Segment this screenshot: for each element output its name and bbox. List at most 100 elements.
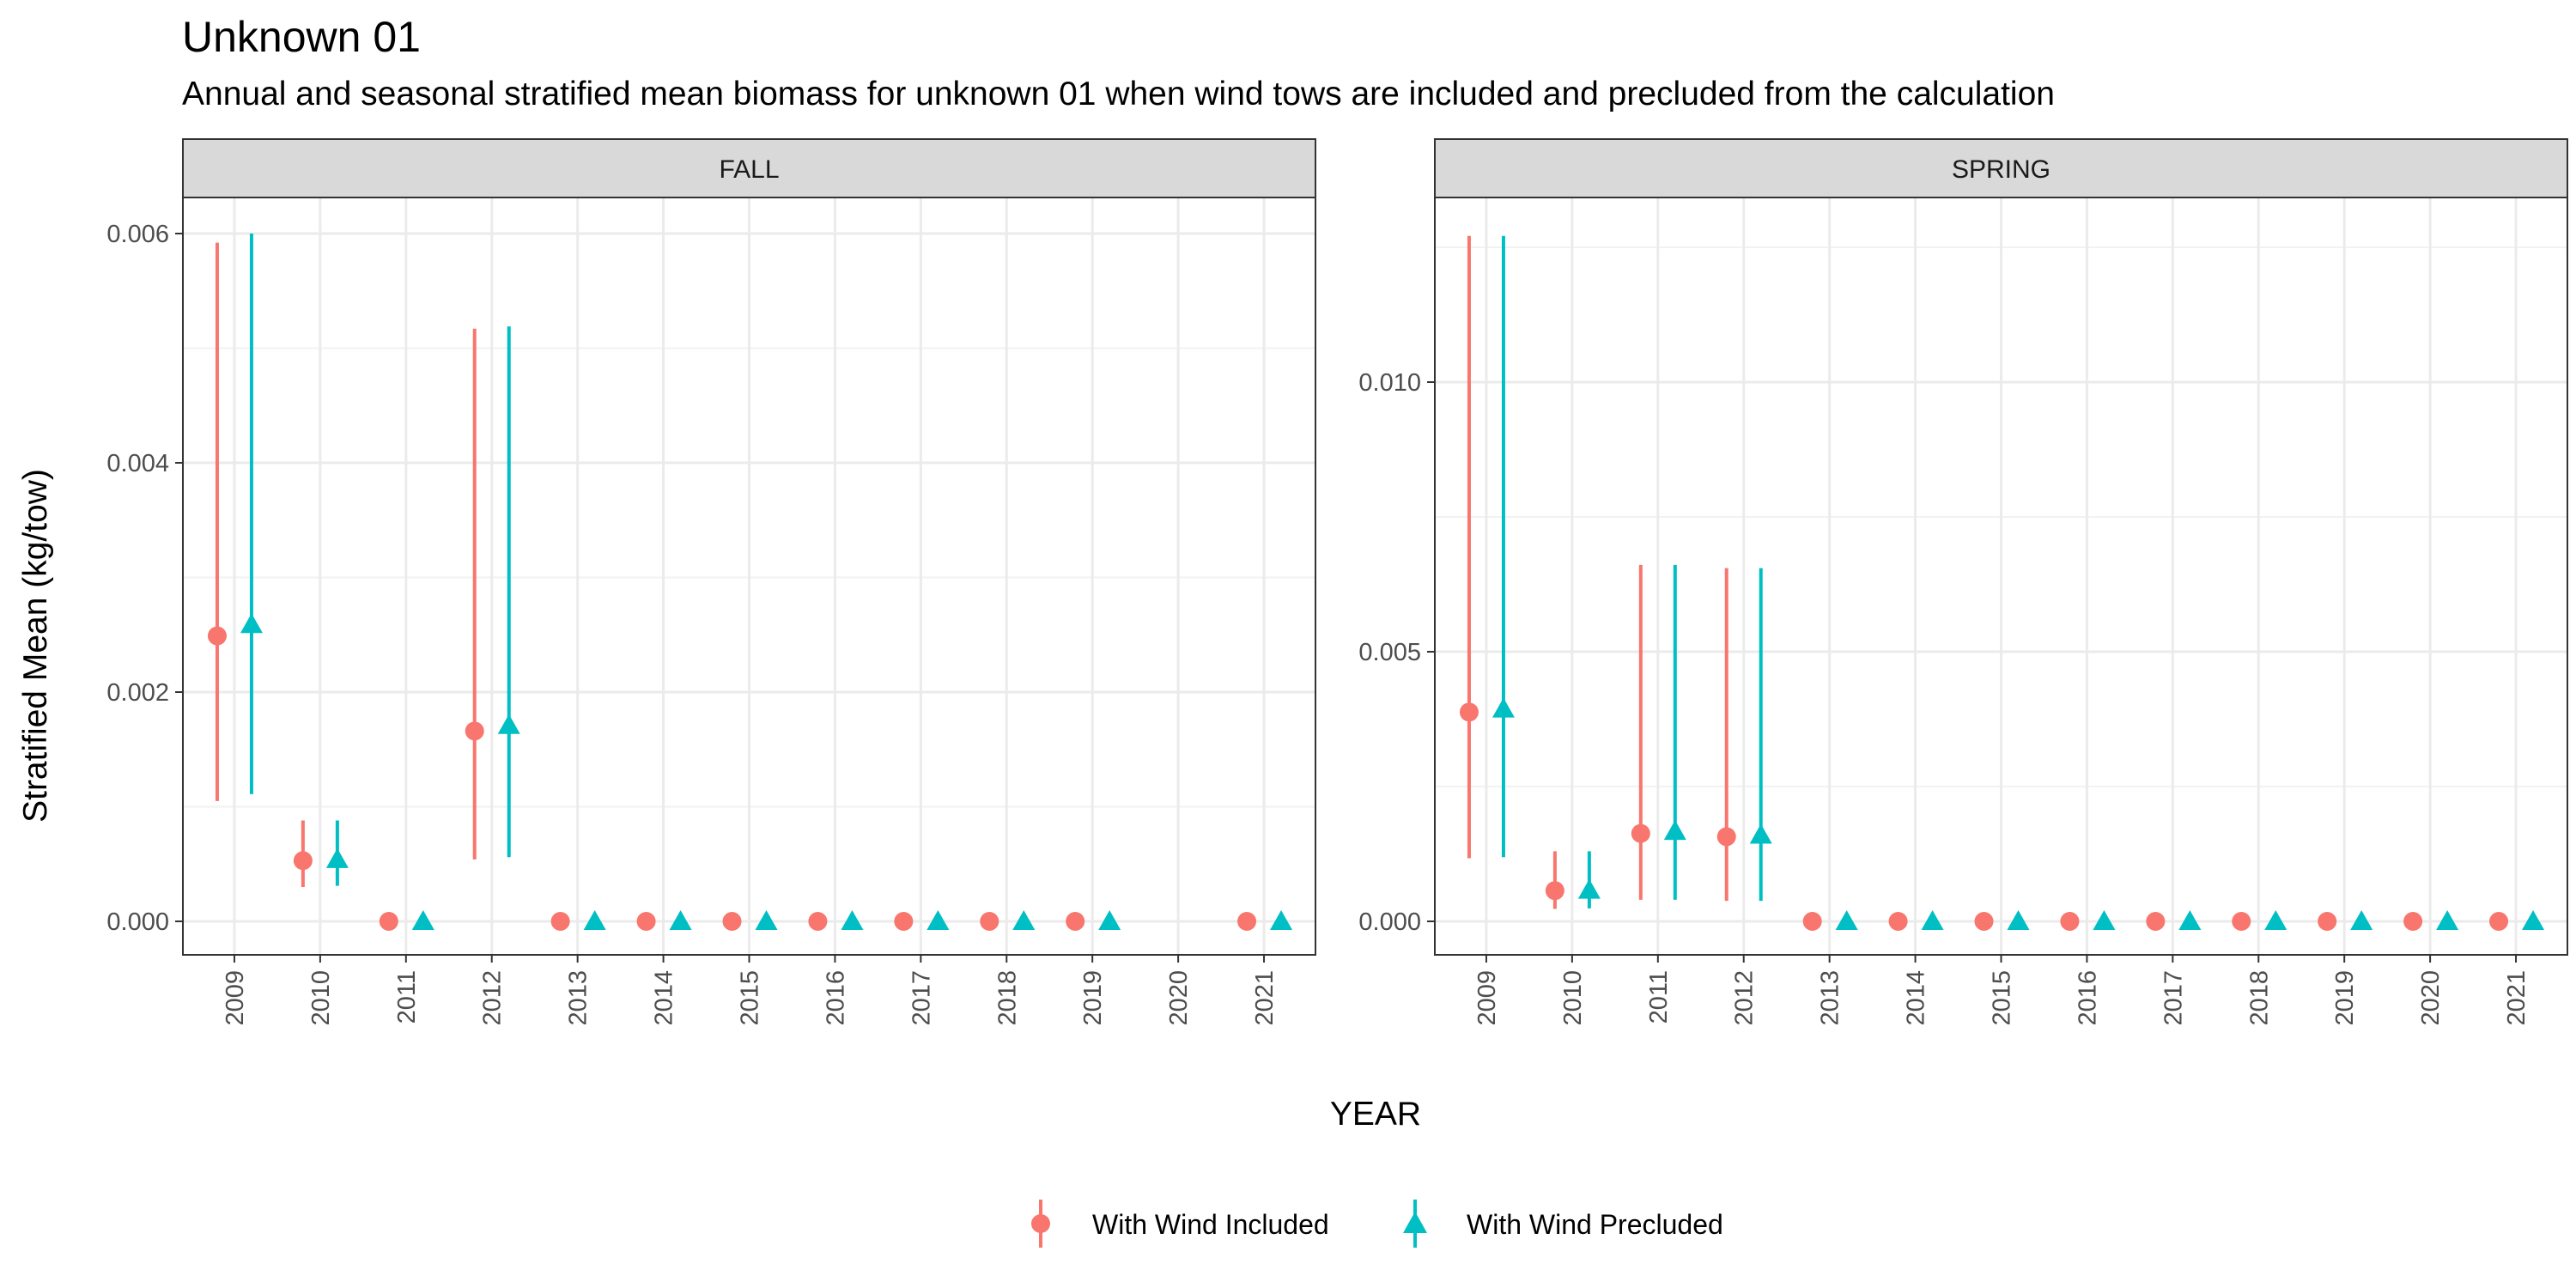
x-tick-label: 2014 (651, 970, 678, 1026)
data-point-2017 (927, 910, 950, 930)
legend-key-circle (1031, 1214, 1050, 1233)
data-point-2012 (465, 328, 484, 860)
marker-circle (1716, 827, 1736, 847)
facet-label-spring: SPRING (1952, 155, 2050, 184)
data-point-2014 (636, 912, 656, 931)
legend-entry-included: With Wind Included (1031, 1200, 1329, 1248)
panel-border (1434, 197, 2568, 956)
data-point-2011 (1663, 564, 1686, 900)
x-tick-label: 2013 (565, 970, 592, 1026)
chart-title: Unknown 01 (182, 13, 421, 61)
data-point-2021 (1270, 910, 1293, 930)
data-point-2017 (2178, 910, 2202, 930)
marker-circle (1545, 881, 1564, 901)
data-point-2011 (411, 910, 434, 930)
legend-key-triangle (1403, 1212, 1427, 1233)
marker-circle (722, 912, 742, 931)
x-tick-label: 2012 (479, 970, 507, 1026)
y-tick-label: 0.000 (106, 908, 169, 936)
data-point-2014 (669, 910, 692, 930)
data-point-2019 (1098, 910, 1121, 930)
y-axis-title: Stratified Mean (kg/tow) (17, 469, 54, 823)
marker-circle (636, 912, 656, 931)
marker-circle (2489, 912, 2509, 931)
legend-label: With Wind Precluded (1467, 1209, 1723, 1240)
marker-circle (207, 626, 227, 646)
x-tick-label: 2010 (1559, 970, 1587, 1026)
marker-triangle (1577, 878, 1601, 899)
data-point-2021 (1237, 912, 1257, 931)
marker-circle (1974, 912, 1994, 931)
data-point-2012 (1749, 568, 1772, 902)
data-point-2015 (2007, 910, 2030, 930)
data-point-2018 (2264, 910, 2287, 930)
x-axis-title: YEAR (1330, 1096, 1421, 1133)
x-tick-label: 2012 (1731, 970, 1759, 1026)
marker-circle (1237, 912, 1257, 931)
x-tick-label: 2019 (2331, 970, 2359, 1026)
y-tick-label: 0.000 (1358, 908, 1421, 936)
marker-triangle (1492, 697, 1515, 718)
data-point-2014 (1888, 912, 1908, 931)
marker-triangle (755, 910, 778, 930)
data-point-2015 (1974, 912, 1994, 931)
marker-triangle (240, 613, 263, 634)
x-tick-label: 2018 (993, 970, 1021, 1026)
marker-circle (2403, 912, 2423, 931)
legend-entry-precluded: With Wind Precluded (1403, 1200, 1723, 1248)
data-point-2012 (497, 326, 520, 858)
legend: With Wind Included With Wind Precluded (1031, 1200, 1723, 1248)
x-tick-label: 2011 (393, 970, 421, 1024)
data-point-2018 (1012, 910, 1036, 930)
data-point-2010 (293, 820, 313, 887)
marker-triangle (2007, 910, 2030, 930)
marker-triangle (669, 910, 692, 930)
marker-triangle (2264, 910, 2287, 930)
marker-triangle (497, 714, 520, 734)
x-tick-label: 2019 (1079, 970, 1107, 1026)
x-tick-label: 2011 (1645, 970, 1673, 1024)
data-point-2013 (550, 912, 570, 931)
data-point-2016 (2093, 910, 2116, 930)
data-point-2011 (1631, 564, 1650, 900)
marker-circle (1459, 702, 1479, 722)
data-point-2017 (2146, 912, 2166, 931)
data-point-2011 (379, 912, 398, 931)
x-tick-label: 2016 (822, 970, 849, 1026)
marker-circle (1888, 912, 1908, 931)
data-point-2016 (808, 912, 828, 931)
data-point-2021 (2522, 910, 2545, 930)
y-tick-label: 0.002 (106, 679, 169, 707)
data-point-2009 (1492, 235, 1515, 858)
data-point-2018 (980, 912, 999, 931)
data-point-2017 (894, 912, 914, 931)
marker-triangle (1835, 910, 1858, 930)
x-tick-label: 2014 (1903, 970, 1930, 1026)
x-tick-label: 2021 (1251, 970, 1279, 1026)
panel-border (182, 197, 1316, 956)
marker-triangle (1749, 823, 1772, 844)
data-point-2014 (1921, 910, 1944, 930)
marker-circle (465, 721, 484, 741)
chart-subtitle: Annual and seasonal stratified mean biom… (182, 76, 2055, 112)
x-tick-label: 2016 (2074, 970, 2101, 1026)
x-tick-label: 2015 (1989, 970, 2016, 1026)
marker-circle (808, 912, 828, 931)
data-point-2010 (1545, 851, 1564, 909)
y-tick-label: 0.005 (1358, 639, 1421, 666)
panels-layer: FALL 0.000 0.002 0.004 0.006 2009 2010 2011 2012… (106, 138, 2568, 1026)
marker-triangle (927, 910, 950, 930)
marker-triangle (2350, 910, 2373, 930)
x-tick-label: 2010 (307, 970, 335, 1026)
data-point-2018 (2232, 912, 2251, 931)
marker-triangle (1663, 820, 1686, 841)
facet-strip-spring (1434, 138, 2568, 198)
panel-spring: SPRING 0.000 0.005 0.010 2009 2010 2011 2012 201… (1358, 138, 2568, 1026)
marker-triangle (325, 848, 349, 868)
data-point-2013 (1802, 912, 1822, 931)
marker-circle (2318, 912, 2337, 931)
marker-circle (550, 912, 570, 931)
marker-triangle (2178, 910, 2202, 930)
marker-triangle (1098, 910, 1121, 930)
